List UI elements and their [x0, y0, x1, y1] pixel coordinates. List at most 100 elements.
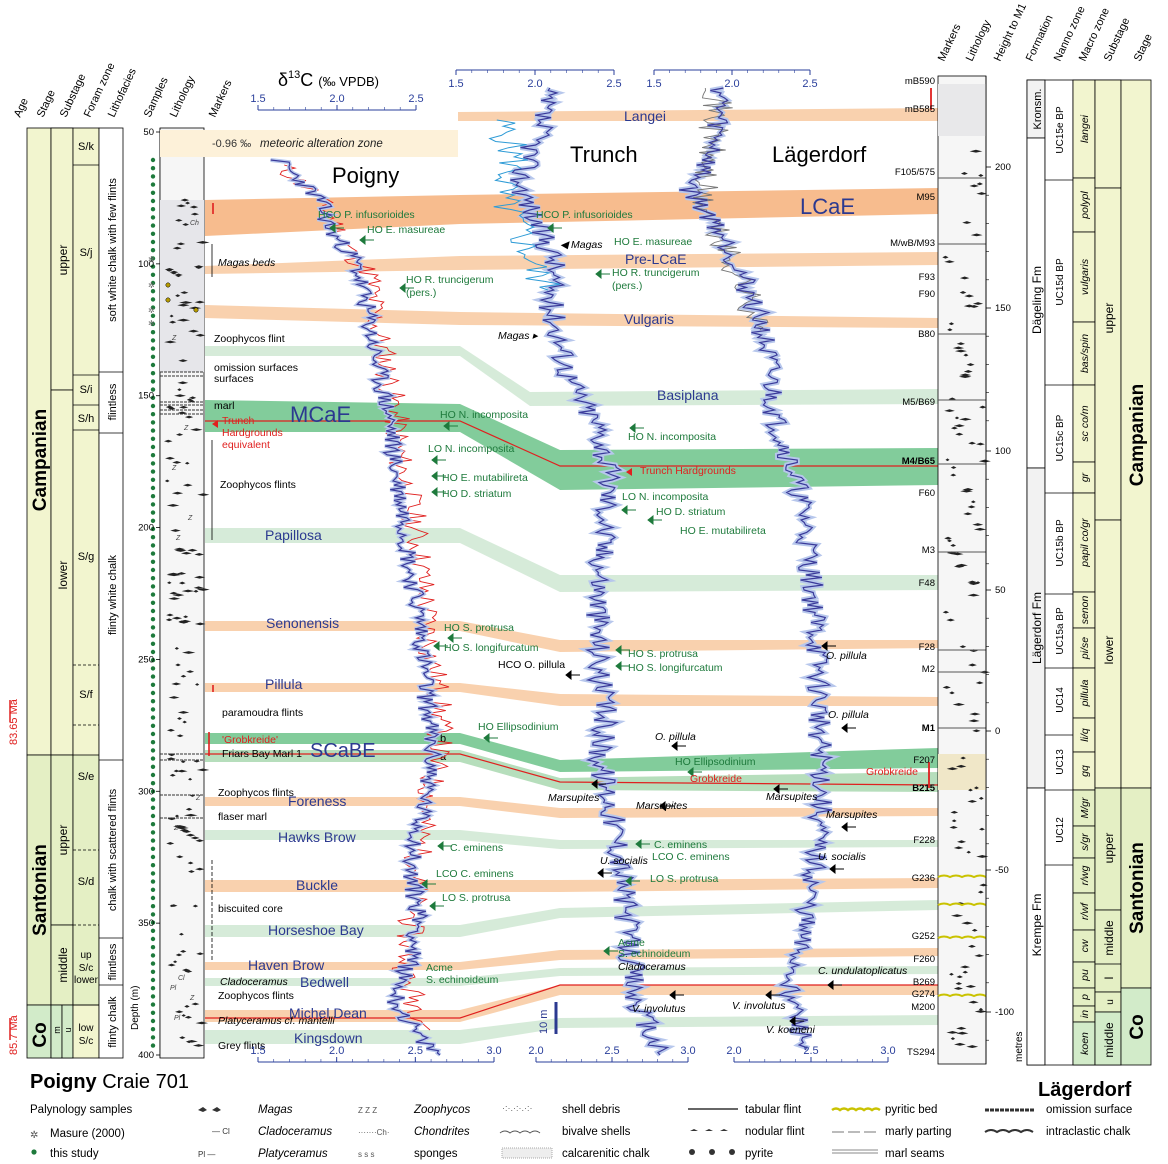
lagerdorf-marker: B269: [913, 977, 935, 988]
pyrite-symbol: [165, 282, 171, 288]
svg-text:l: l: [1102, 977, 1116, 980]
nodular-flint-symbol: [950, 426, 958, 430]
sample-dot: [150, 936, 156, 942]
macro-zone-label: papil co/gr: [1079, 518, 1091, 568]
nodular-flint-symbol: [955, 764, 967, 768]
nodular-flint-symbol: [171, 616, 183, 620]
masure-sample-icon: ✲: [148, 319, 155, 328]
nodular-flint-symbol: [194, 553, 205, 556]
svg-text:bivalve shells: bivalve shells: [562, 1126, 631, 1138]
svg-text:upper: upper: [56, 825, 70, 856]
nodular-flint-symbol: [193, 759, 200, 763]
nodular-flint-symbol: [181, 1014, 186, 1017]
lithology-symbol-label: Z: [175, 535, 181, 542]
nodular-flint-symbol: [949, 972, 954, 976]
nodular-flint-symbol: [175, 855, 184, 859]
height-tick-label: -50: [995, 865, 1009, 876]
sample-dot: [150, 354, 156, 359]
lagerdorf-marker: M3: [922, 545, 935, 556]
pyritic-bed: [937, 902, 987, 907]
trunch-curve-cyan: [488, 119, 561, 291]
nodular-flint-symbol: [967, 799, 978, 803]
nodular-flint-symbol: [950, 810, 959, 814]
correlation-line: [205, 420, 938, 467]
bio-marker-ho_longi: HO S. longifurcatum: [444, 642, 539, 654]
bio-marker-marsupites: Marsupites: [766, 791, 818, 803]
band-papillosa: [205, 528, 938, 592]
nodular-flint-symbol: [960, 172, 968, 175]
bio-marker-u_socialis: U. socialis: [600, 855, 649, 867]
band-horseshoe: [205, 900, 938, 937]
pyritic-bed: [937, 874, 987, 879]
svg-text:tabular flint: tabular flint: [745, 1104, 802, 1116]
nodular-flint-symbol: [967, 944, 976, 948]
isotope-tick-label: 2.0: [329, 93, 344, 105]
sample-dot: [150, 403, 156, 409]
bio-marker-ho_ellip: HO Ellipsodinium: [478, 721, 559, 733]
trunch-hardgrounds-eq: Trunch: [222, 415, 254, 427]
correlation-line: [205, 753, 939, 786]
nodular-flint-symbol: [190, 794, 195, 797]
svg-text:Dägeling Fm: Dägeling Fm: [1030, 266, 1044, 334]
sample-dot: [150, 813, 156, 819]
isotope-tick-label: 3.0: [880, 1045, 895, 1057]
nodular-flint-symbol: [171, 271, 177, 275]
svg-text:✲: ✲: [30, 1130, 38, 1141]
svg-text:middle: middle: [1102, 1022, 1116, 1058]
nodular-flint-symbol: [956, 1031, 969, 1035]
stage-campanian: Campanian: [30, 409, 51, 511]
sample-dot: [150, 305, 156, 310]
sample-dot: [150, 387, 156, 392]
isotope-tick-label: 2.0: [724, 78, 739, 90]
sample-dot: [150, 469, 156, 474]
sample-dot: [150, 289, 156, 294]
nodular-flint-symbol: [959, 645, 967, 649]
nodular-flint-symbol: [186, 1040, 192, 1044]
sample-dot: [150, 166, 156, 171]
nodular-flint-symbol: [977, 890, 984, 894]
isotope-axis-title: δ13C (‰ VPDB): [278, 69, 379, 90]
marker-flag-icon: [597, 867, 612, 879]
nodular-flint-symbol: [946, 551, 957, 555]
depth-tick-label: 350: [138, 918, 154, 929]
height-tick-label: 150: [995, 303, 1011, 314]
bio-marker-v_invol: V. involutus: [632, 1003, 686, 1015]
marker-flag-icon: [447, 632, 462, 644]
svg-text:S/c: S/c: [79, 1036, 93, 1047]
nodular-flint-symbol: [172, 246, 182, 250]
nodular-flint-symbol: [976, 192, 987, 195]
nodular-flint-symbol: [966, 363, 975, 366]
svg-text:marl seams: marl seams: [885, 1148, 945, 1160]
bio-marker-ho_protr: HO S. protrusa: [628, 648, 698, 660]
band-senonensis: [205, 621, 938, 652]
nodular-flint-symbol: [166, 572, 181, 576]
nodular-flint-symbol: [963, 304, 975, 308]
bio-marker-s_echin: S. echinoideum: [426, 974, 499, 986]
nodular-flint-symbol: [196, 768, 210, 772]
nodular-flint-symbol: [175, 953, 183, 957]
macro-zone-label: pi/se: [1079, 637, 1091, 660]
svg-text:·······Ch·: ·······Ch·: [358, 1128, 390, 1137]
sample-dot: [150, 920, 156, 925]
sample-dot: [150, 551, 156, 556]
isotope-tick-label: 1.5: [448, 78, 463, 90]
nodular-flint-symbol: [972, 302, 984, 305]
bio-marker-ho_trunc: HO R. truncigerum: [406, 274, 494, 286]
svg-text:Hardgrounds: Hardgrounds: [222, 427, 283, 439]
nodular-flint-symbol: [954, 349, 967, 353]
nodular-flint-symbol: [180, 551, 192, 555]
isotope-tick-label: 2.5: [408, 93, 423, 105]
nodular-flint-symbol: [971, 928, 978, 932]
nodular-flint-symbol: [192, 904, 199, 908]
marker-flag-icon: [399, 282, 414, 294]
svg-text:'Grobkreide': 'Grobkreide': [222, 734, 278, 746]
sample-dot: [150, 904, 156, 909]
nodular-flint-symbol: [957, 840, 967, 844]
sample-dot: [150, 912, 156, 917]
lagerdorf-marker: G274: [912, 989, 935, 1000]
lagerdorf-columns: Markers Lithology Height to M1 Formation…: [890, 2, 1155, 1066]
nodular-flint-symbol: [176, 318, 191, 322]
svg-text:Zoophycos flints: Zoophycos flints: [220, 479, 296, 491]
band-kingsdown: [205, 1015, 938, 1044]
nanno-zone-label: UC15d BP: [1055, 258, 1066, 306]
